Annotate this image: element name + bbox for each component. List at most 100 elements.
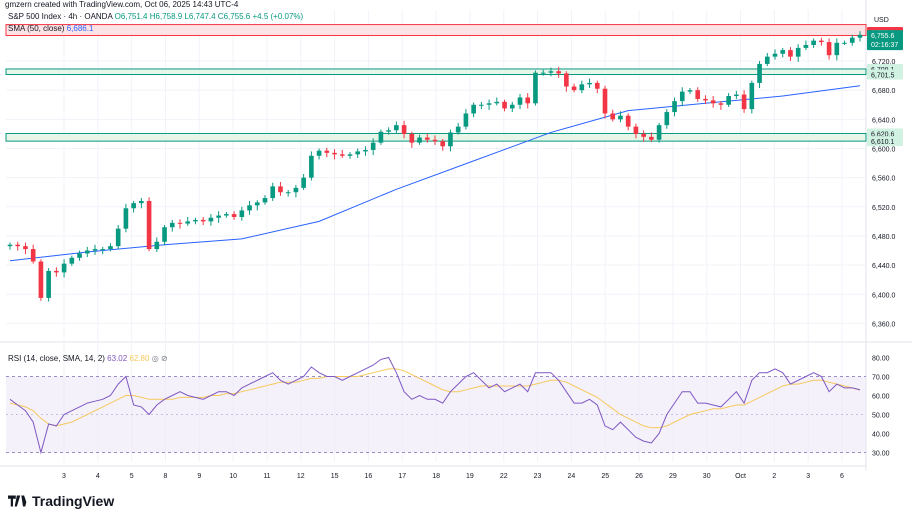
- time-tick-label: 9: [197, 473, 201, 480]
- candle-body: [649, 136, 654, 140]
- candle-body: [564, 73, 569, 87]
- candle-body: [131, 203, 136, 209]
- candle-body: [30, 249, 36, 262]
- rsi-line: [9, 356, 861, 455]
- candle-body: [726, 96, 731, 105]
- time-tick-label: 19: [466, 473, 474, 480]
- candle-body: [641, 133, 646, 137]
- candle-body: [842, 42, 847, 44]
- candle-body: [509, 104, 515, 109]
- candle-body: [386, 130, 391, 132]
- candle-body: [324, 150, 330, 153]
- candle-body: [247, 205, 252, 211]
- candle-body: [734, 94, 739, 97]
- time-tick-label: 6: [840, 473, 844, 480]
- candle-body: [548, 71, 554, 73]
- sma-series-line: [9, 85, 861, 262]
- price-tick-label: 6,560.0: [872, 176, 895, 183]
- candle-body: [471, 104, 476, 114]
- time-tick-label: 25: [601, 473, 609, 480]
- time-tick-label: 17: [398, 473, 406, 480]
- candle-body: [285, 192, 291, 194]
- candle-body: [424, 137, 430, 140]
- time-tick-label: 4: [96, 473, 100, 480]
- price-tick-label: 6,640.0: [872, 117, 895, 124]
- settings-icon[interactable]: ⊘: [160, 354, 168, 363]
- candle-body: [455, 126, 461, 133]
- time-tick-label: 16: [365, 473, 373, 480]
- candle-body: [61, 263, 67, 273]
- time-tick-label: 18: [432, 473, 440, 480]
- candle-body: [656, 125, 662, 140]
- candle-body: [108, 246, 113, 250]
- time-tick-label: 26: [635, 473, 643, 480]
- price-tick-label: 6,440.0: [872, 263, 895, 270]
- rsi-tick-label: 50.00: [872, 413, 890, 420]
- candle-body: [571, 86, 577, 91]
- time-tick-label: 3: [806, 473, 810, 480]
- candle-body: [703, 98, 708, 101]
- rsi-pane: [6, 356, 866, 455]
- candle-body: [293, 187, 299, 193]
- time-tick-label: 23: [534, 473, 542, 480]
- candle-body: [587, 82, 592, 85]
- candle-body: [741, 94, 747, 110]
- time-axis[interactable]: 3 4 5 8 9 10 11 12 15 16 17 18 19 22 23 24 25 26 29 30 Oct 2 3…: [62, 473, 844, 480]
- candle-body: [710, 100, 716, 104]
- candle-body: [440, 141, 446, 147]
- candle-body: [92, 249, 98, 251]
- candle-body: [780, 50, 786, 54]
- candle-body: [610, 113, 616, 120]
- candle-body: [309, 155, 314, 178]
- rsi-value: 63.02: [107, 354, 128, 363]
- symbol-label: S&P 500 Index · 4h · OANDA: [8, 12, 113, 21]
- price-tick-label: 6,720.0: [872, 59, 895, 66]
- candle-body: [849, 37, 855, 43]
- candle-body: [355, 151, 361, 155]
- price-axis[interactable]: 6,360.0 6,400.0 6,440.0 6,480.0 6,520.0 6,560…: [872, 17, 895, 458]
- candle-body: [363, 149, 368, 152]
- candle-body: [664, 112, 670, 126]
- time-tick-label: 2: [772, 473, 776, 480]
- candle-body: [193, 219, 198, 222]
- rsi-tick-label: 40.00: [872, 432, 890, 439]
- candle-body: [625, 115, 631, 127]
- candle-body: [394, 125, 399, 131]
- time-tick-label: 22: [500, 473, 508, 480]
- candle-body: [517, 97, 523, 105]
- candle-body: [177, 222, 183, 224]
- currency-label: USD: [874, 17, 889, 24]
- price-tick-label: 6,680.0: [872, 88, 895, 95]
- candle-body: [448, 132, 453, 147]
- symbol-legend: S&P 500 Index · 4h · OANDA O6,751.4 H6,7…: [8, 12, 303, 21]
- zone-support-upper: [5, 68, 867, 76]
- candles: [7, 31, 863, 302]
- rsi-tick-label: 30.00: [872, 451, 890, 458]
- price-tag-label: 6,610.1: [871, 139, 894, 146]
- candle-body: [7, 244, 13, 247]
- candle-body: [15, 244, 21, 247]
- candle-body: [687, 90, 693, 92]
- candle-body: [69, 257, 75, 264]
- candle-body: [417, 137, 422, 143]
- price-tag-label: 6,701.5: [871, 73, 894, 80]
- candle-body: [764, 56, 770, 64]
- rsi-sma-value: 62.80: [129, 354, 150, 363]
- candle-body: [54, 270, 59, 273]
- eye-icon[interactable]: ◎: [151, 354, 159, 363]
- price-tag-bg: [867, 128, 903, 139]
- candle-body: [316, 150, 322, 156]
- candle-body: [579, 84, 585, 91]
- candle-body: [819, 40, 824, 43]
- candle-body: [749, 82, 755, 110]
- price-tag-label: 6,620.6: [871, 131, 894, 138]
- time-tick-label: 5: [130, 473, 134, 480]
- ohlc-values: O6,751.4 H6,758.9 L6,747.4 C6,755.6 +4.5…: [114, 12, 304, 21]
- rsi-legend: RSI (14, close, SMA, 14, 2) 63.02 62.80 …: [8, 354, 168, 363]
- candle-body: [556, 71, 561, 74]
- rsi-tick-label: 80.00: [872, 356, 890, 363]
- candle-body: [463, 113, 469, 127]
- price-tick-label: 6,360.0: [872, 321, 895, 328]
